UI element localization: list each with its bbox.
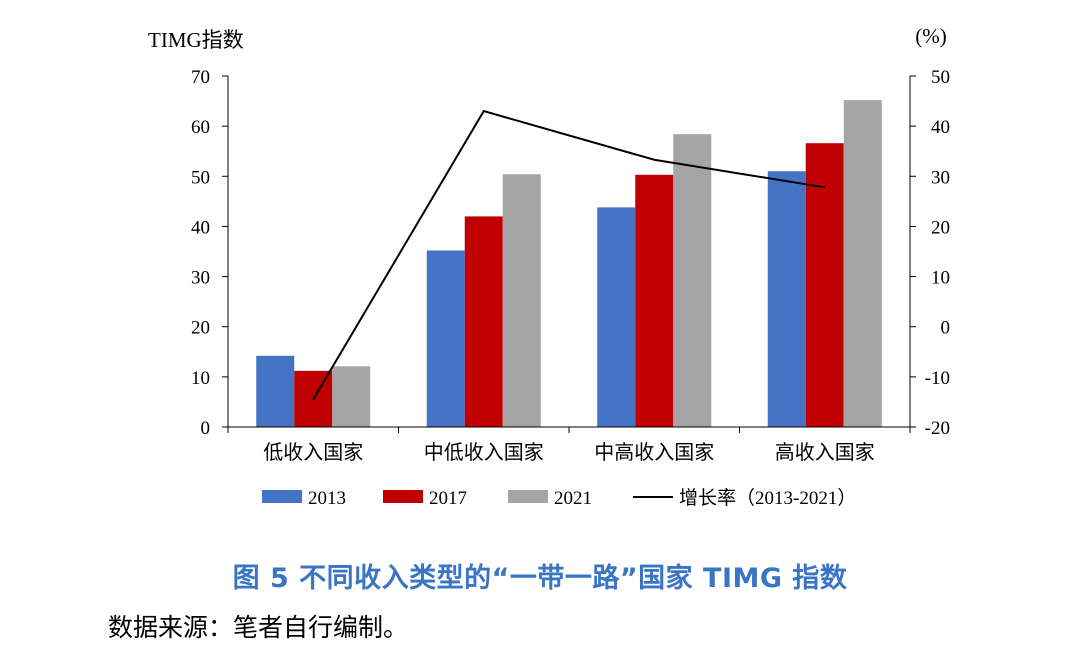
y-right-axis-label: (%) [915, 24, 946, 48]
bars [256, 100, 882, 428]
right-axis: -20 -10 0 10 20 30 40 50 [909, 67, 951, 439]
right-tick-label: 0 [941, 318, 951, 339]
category-label: 中低收入国家 [424, 441, 544, 464]
right-tick-label: 10 [931, 268, 950, 289]
x-axis: 低收入国家 中低收入国家 中高收入国家 高收入国家 [227, 426, 911, 464]
growth-rate-point [312, 398, 314, 400]
right-tick-label: -20 [925, 418, 950, 439]
legend-label: 2017 [429, 488, 467, 509]
left-axis: 0 10 20 30 40 50 60 70 [191, 67, 229, 439]
bar-2021 [843, 100, 882, 427]
bar-2013 [767, 171, 806, 427]
growth-rate-point [653, 159, 655, 161]
left-tick-label: 0 [201, 418, 211, 439]
legend: 2013 2017 2021 增长率（2013-2021） [262, 487, 856, 509]
bar-2013 [426, 250, 465, 427]
data-source-note: 数据来源：笔者自行编制。 [108, 613, 409, 642]
growth-rate-line [312, 109, 825, 400]
bar-2021 [502, 174, 541, 427]
bar-2021 [332, 366, 371, 427]
chart: TIMG指数 (%) 0 10 20 30 40 50 60 70 -20 -10 0 10 20 30… [148, 24, 951, 509]
growth-rate-point [483, 110, 485, 112]
right-tick-label: -10 [925, 368, 950, 389]
left-tick-label: 60 [191, 117, 210, 138]
category-label: 低收入国家 [263, 441, 363, 464]
right-tick-label: 50 [931, 67, 950, 88]
right-tick-label: 30 [931, 167, 950, 188]
category-label: 高收入国家 [775, 441, 875, 464]
left-tick-label: 20 [191, 318, 210, 339]
growth-rate-point [824, 186, 826, 188]
figure-caption: 图 5 不同收入类型的“一带一路”国家 TIMG 指数 [232, 563, 848, 594]
y-left-axis-label: TIMG指数 [148, 28, 244, 52]
bar-2017 [635, 174, 674, 427]
legend-label: 2013 [308, 488, 346, 509]
left-tick-label: 70 [191, 67, 210, 88]
left-tick-label: 50 [191, 167, 210, 188]
left-tick-label: 30 [191, 268, 210, 289]
category-label: 中高收入国家 [594, 441, 714, 464]
left-tick-label: 40 [191, 217, 210, 238]
bar-2021 [673, 134, 712, 427]
right-tick-label: 40 [931, 117, 950, 138]
bar-2017 [464, 216, 503, 427]
legend-swatch [508, 490, 548, 503]
legend-swatch [383, 490, 423, 503]
right-tick-label: 20 [931, 217, 950, 238]
bar-2017 [805, 143, 844, 428]
bar-2013 [597, 207, 636, 427]
legend-label: 2021 [554, 488, 592, 509]
legend-label: 增长率（2013-2021） [679, 487, 856, 509]
bar-2013 [256, 355, 295, 427]
legend-swatch [262, 490, 302, 503]
growth-line-layer [312, 109, 826, 400]
left-tick-label: 10 [191, 368, 210, 389]
